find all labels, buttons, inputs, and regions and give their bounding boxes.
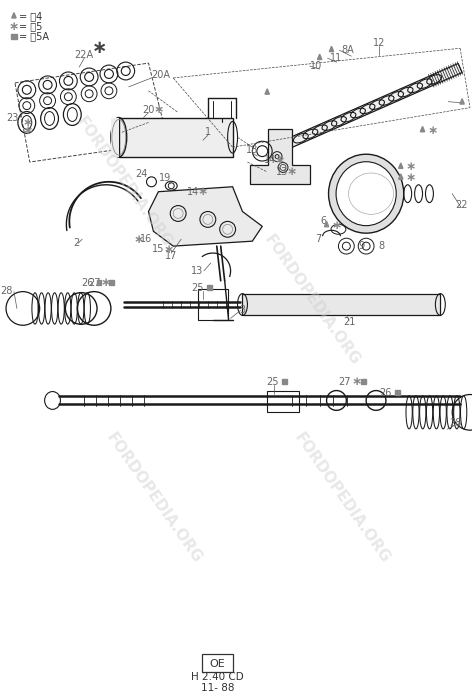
Text: 13: 13 — [276, 167, 288, 177]
Text: ∗: ∗ — [163, 243, 173, 256]
Text: ∗: ∗ — [275, 153, 285, 167]
Polygon shape — [398, 174, 403, 179]
Text: ∗: ∗ — [134, 232, 143, 246]
Text: ∗: ∗ — [153, 103, 163, 116]
Text: 25: 25 — [266, 377, 278, 386]
Text: 16: 16 — [140, 234, 152, 244]
Text: ∗: ∗ — [23, 124, 33, 137]
Text: 9: 9 — [358, 241, 364, 251]
Text: OE: OE — [210, 659, 226, 668]
Text: 27: 27 — [338, 377, 351, 386]
Ellipse shape — [336, 162, 396, 225]
Text: 21: 21 — [343, 317, 355, 328]
Text: FORDOPEDIA.ORG: FORDOPEDIA.ORG — [291, 430, 392, 566]
Text: ∗: ∗ — [427, 124, 438, 137]
Bar — [11, 34, 17, 39]
Text: 27: 27 — [88, 278, 101, 288]
Text: 24: 24 — [135, 169, 148, 179]
Bar — [361, 379, 366, 384]
Polygon shape — [285, 64, 462, 148]
Text: 15: 15 — [152, 244, 165, 254]
Text: 1: 1 — [205, 127, 211, 137]
Text: 22: 22 — [455, 199, 467, 209]
Text: 11- 88: 11- 88 — [201, 683, 235, 694]
Text: 12: 12 — [373, 38, 385, 48]
Text: = ⃵5A: = ⃵5A — [19, 32, 49, 41]
Text: 28: 28 — [449, 418, 461, 428]
Bar — [282, 379, 287, 384]
Text: ∗: ∗ — [405, 160, 416, 174]
Polygon shape — [421, 127, 425, 132]
Polygon shape — [460, 99, 464, 104]
Text: 26: 26 — [81, 278, 93, 288]
Text: 8: 8 — [378, 241, 384, 251]
Text: 28: 28 — [0, 286, 13, 295]
Polygon shape — [324, 221, 329, 227]
Bar — [207, 285, 212, 290]
Bar — [198, 288, 228, 321]
Text: 20A: 20A — [152, 70, 170, 80]
Bar — [267, 391, 299, 412]
Text: FORDOPEDIA.ORG: FORDOPEDIA.ORG — [73, 114, 175, 250]
Bar — [396, 390, 400, 395]
Text: FORDOPEDIA.ORG: FORDOPEDIA.ORG — [261, 232, 362, 368]
Polygon shape — [12, 13, 16, 18]
Polygon shape — [398, 163, 403, 169]
Text: 14: 14 — [187, 187, 199, 197]
Text: = ⃵4: = ⃵4 — [19, 12, 42, 22]
Text: 17: 17 — [165, 251, 177, 261]
Bar — [97, 280, 101, 285]
Polygon shape — [250, 130, 310, 184]
Bar — [243, 293, 440, 316]
Text: ∗: ∗ — [351, 375, 362, 389]
Text: 20: 20 — [142, 104, 155, 115]
Bar — [111, 118, 119, 157]
Text: ∗: ∗ — [23, 116, 33, 129]
Text: ∗: ∗ — [9, 20, 19, 33]
Text: 6: 6 — [320, 216, 327, 226]
Text: 10: 10 — [310, 61, 322, 71]
Text: 26: 26 — [380, 388, 392, 398]
Bar — [110, 280, 114, 285]
Text: 25: 25 — [192, 283, 204, 293]
Text: ∗: ∗ — [198, 186, 208, 198]
Text: FORDOPEDIA.ORG: FORDOPEDIA.ORG — [103, 430, 204, 566]
Text: ∗: ∗ — [287, 165, 297, 178]
Bar — [119, 118, 233, 157]
Text: 7: 7 — [315, 234, 321, 244]
Text: 11: 11 — [329, 53, 342, 63]
Polygon shape — [265, 89, 270, 95]
Text: 14: 14 — [264, 155, 276, 165]
Text: ∗: ∗ — [331, 219, 342, 232]
Text: H 2.40 CD: H 2.40 CD — [191, 673, 244, 682]
Text: 18: 18 — [246, 145, 259, 155]
Polygon shape — [329, 46, 334, 52]
Text: ∗: ∗ — [101, 276, 111, 289]
Ellipse shape — [329, 154, 404, 233]
Ellipse shape — [165, 181, 177, 190]
Text: ∗: ∗ — [405, 172, 416, 184]
Text: 23: 23 — [7, 113, 19, 122]
Polygon shape — [318, 54, 322, 60]
Text: 8A: 8A — [341, 46, 354, 55]
Text: 13: 13 — [191, 266, 203, 276]
Text: ∗: ∗ — [92, 39, 107, 57]
Text: 2: 2 — [73, 238, 79, 248]
Text: 3: 3 — [239, 305, 245, 316]
Text: = ⃵5: = ⃵5 — [19, 22, 42, 32]
Text: 22A: 22A — [75, 50, 94, 60]
Text: 19: 19 — [159, 173, 171, 183]
Polygon shape — [149, 187, 262, 246]
